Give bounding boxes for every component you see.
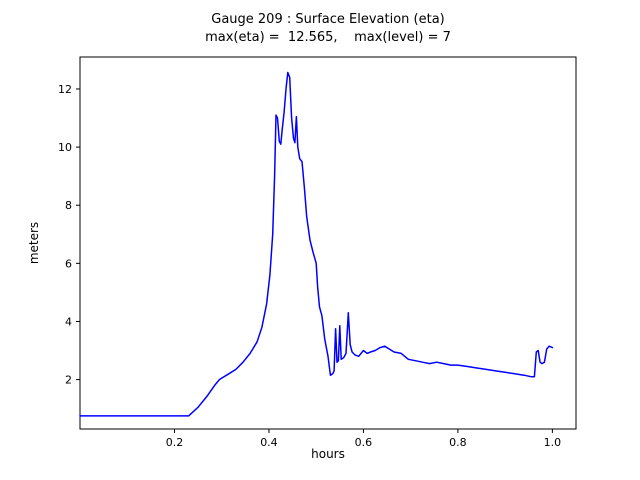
y-tick-label: 8 xyxy=(65,199,72,212)
x-tick-label: 0.2 xyxy=(166,436,184,449)
y-tick-label: 4 xyxy=(65,315,72,328)
plot-frame xyxy=(79,56,577,430)
data-line xyxy=(79,71,554,417)
x-tick-label: 0.8 xyxy=(449,436,467,449)
chart-title: Gauge 209 : Surface Elevation (eta) xyxy=(211,12,445,27)
y-tick-label: 10 xyxy=(58,141,72,154)
y-axis-label: meters xyxy=(27,221,41,265)
x-tick-label: 0.6 xyxy=(355,436,373,449)
y-tick-label: 2 xyxy=(65,374,72,387)
x-tick-label: 1.0 xyxy=(544,436,562,449)
y-tick-label: 12 xyxy=(58,83,72,96)
y-tick-label: 6 xyxy=(65,257,72,270)
x-tick-label: 0.4 xyxy=(260,436,278,449)
x-axis-label: hours xyxy=(311,447,345,461)
chart-subtitle: max(eta) = 12.565, max(level) = 7 xyxy=(205,30,451,45)
plot-area: 0.2 0.4 0.6 0.8 1.0 2 4 6 8 10 12 xyxy=(58,56,577,449)
